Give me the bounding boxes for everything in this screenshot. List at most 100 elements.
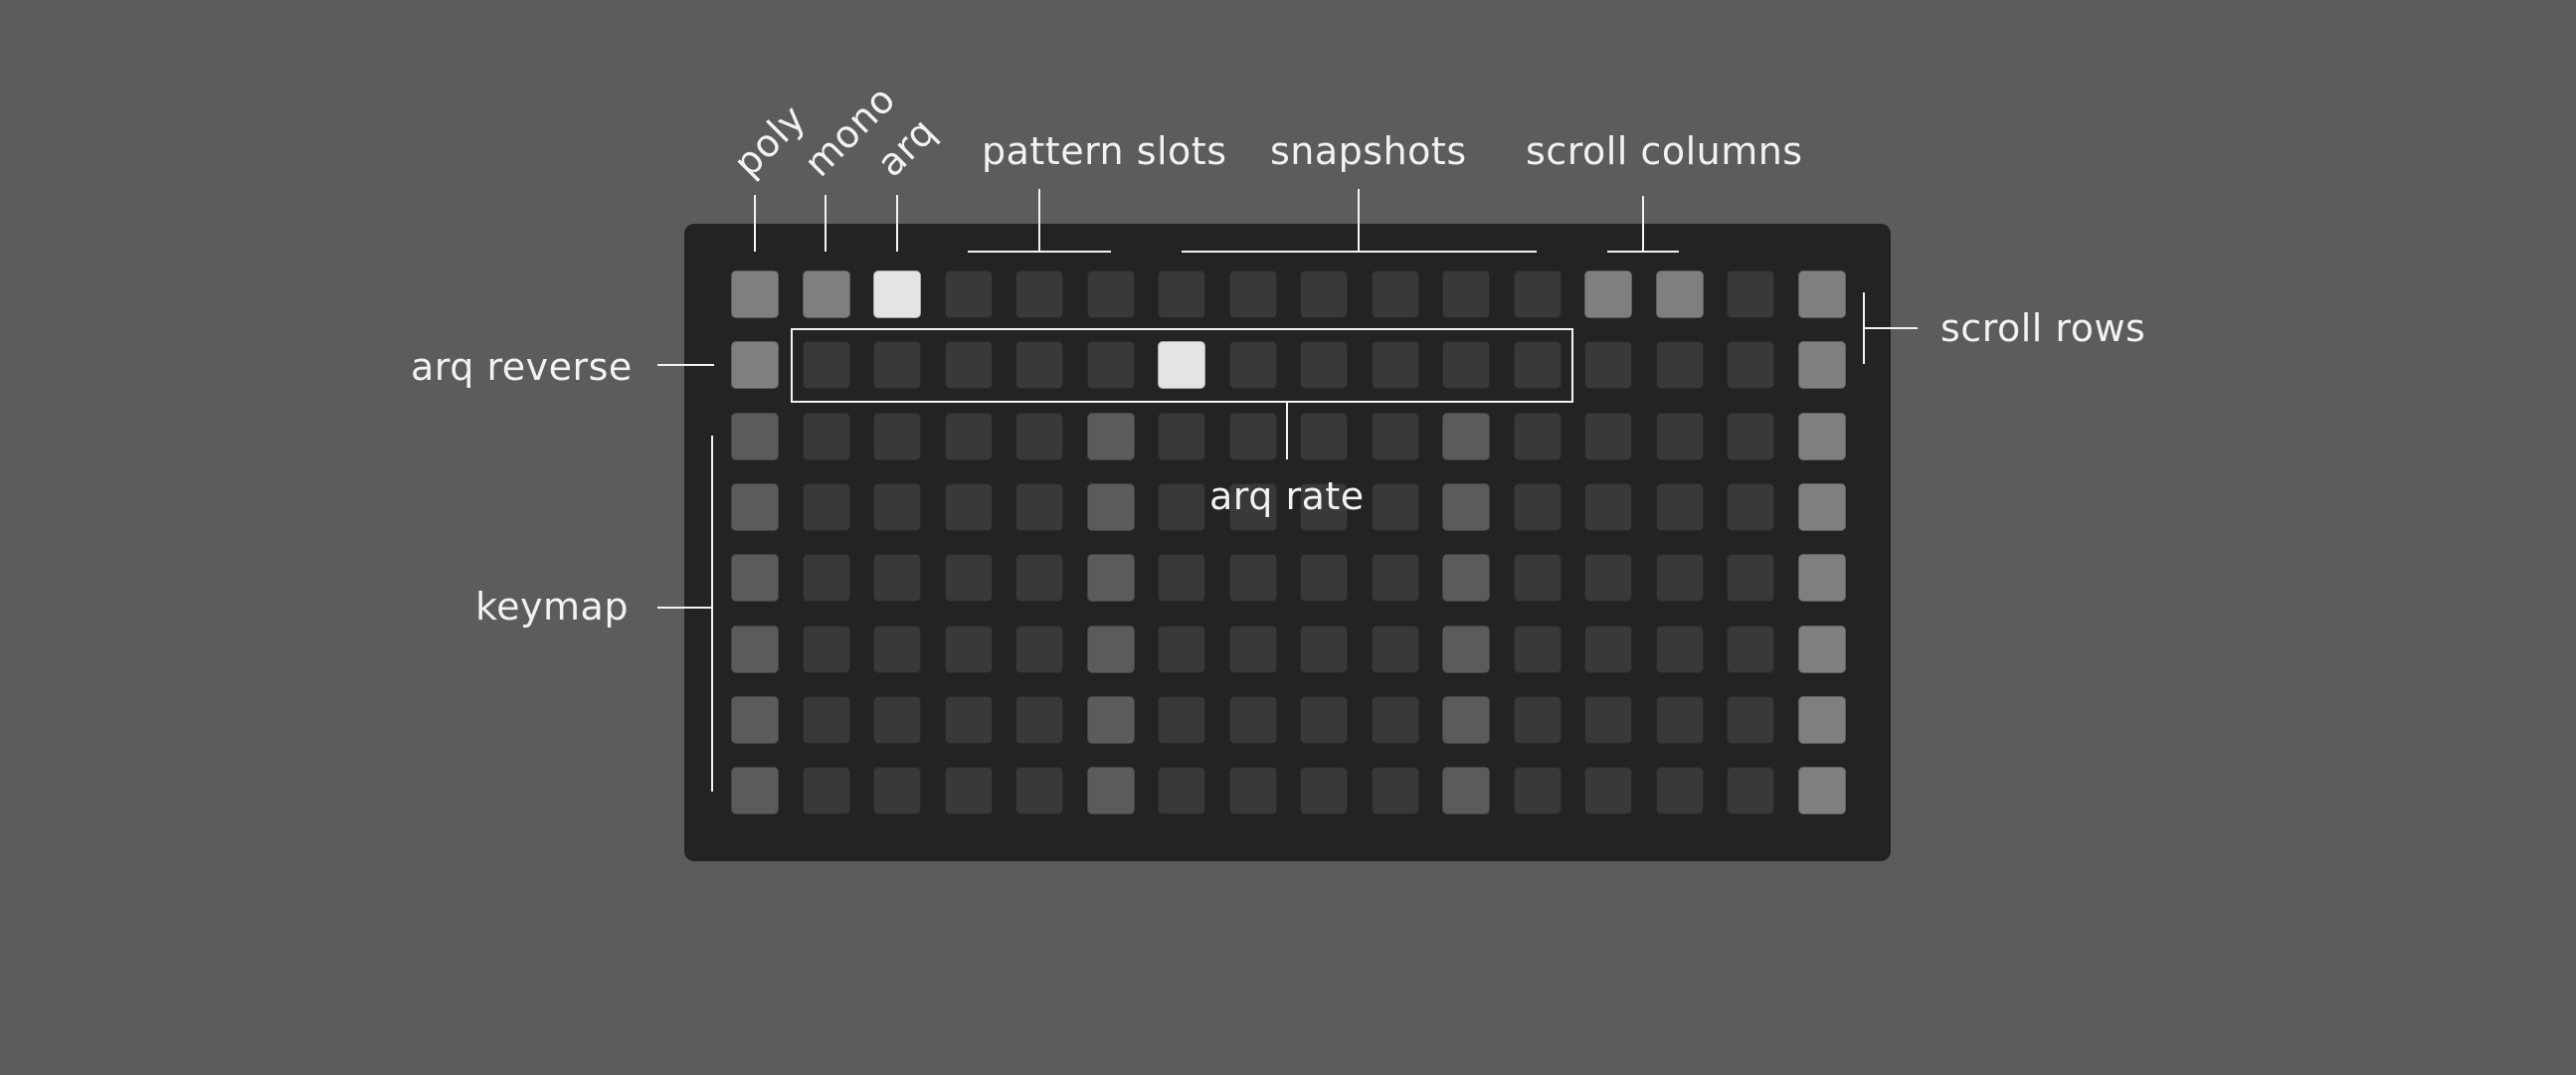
grid-pad-r6-c14[interactable] bbox=[1656, 626, 1704, 673]
grid-pad-r3-c11[interactable] bbox=[1442, 413, 1490, 460]
grid-pad-r6-c15[interactable] bbox=[1727, 626, 1774, 673]
grid-pad-r1-c1[interactable] bbox=[731, 270, 779, 318]
grid-pad-r6-c16[interactable] bbox=[1798, 626, 1846, 673]
grid-pad-r1-c16[interactable] bbox=[1798, 270, 1846, 318]
grid-pad-r8-c13[interactable] bbox=[1584, 767, 1632, 814]
grid-pad-r8-c4[interactable] bbox=[945, 767, 993, 814]
grid-pad-r3-c6[interactable] bbox=[1087, 413, 1135, 460]
grid-pad-r8-c10[interactable] bbox=[1372, 767, 1419, 814]
grid-pad-r8-c3[interactable] bbox=[873, 767, 921, 814]
grid-pad-r8-c12[interactable] bbox=[1514, 767, 1562, 814]
grid-pad-r4-c16[interactable] bbox=[1798, 483, 1846, 531]
grid-pad-r8-c6[interactable] bbox=[1087, 767, 1135, 814]
grid-pad-r3-c9[interactable] bbox=[1300, 413, 1348, 460]
grid-pad-r1-c7[interactable] bbox=[1158, 270, 1205, 318]
grid-pad-r7-c9[interactable] bbox=[1300, 696, 1348, 744]
grid-pad-r2-c12[interactable] bbox=[1514, 341, 1562, 389]
grid-pad-r5-c11[interactable] bbox=[1442, 554, 1490, 602]
grid-pad-r7-c16[interactable] bbox=[1798, 696, 1846, 744]
grid-pad-r5-c14[interactable] bbox=[1656, 554, 1704, 602]
grid-pad-r5-c12[interactable] bbox=[1514, 554, 1562, 602]
grid-pad-r7-c1[interactable] bbox=[731, 696, 779, 744]
grid-pad-r1-c5[interactable] bbox=[1015, 270, 1063, 318]
grid-pad-r5-c9[interactable] bbox=[1300, 554, 1348, 602]
grid-pad-r1-c11[interactable] bbox=[1442, 270, 1490, 318]
grid-pad-r5-c16[interactable] bbox=[1798, 554, 1846, 602]
grid-pad-r4-c2[interactable] bbox=[803, 483, 850, 531]
grid-pad-r7-c5[interactable] bbox=[1015, 696, 1063, 744]
grid-pad-r1-c3[interactable] bbox=[873, 270, 921, 318]
grid-pad-r1-c15[interactable] bbox=[1727, 270, 1774, 318]
grid-pad-r7-c8[interactable] bbox=[1229, 696, 1277, 744]
grid-pad-r3-c2[interactable] bbox=[803, 413, 850, 460]
grid-pad-r1-c12[interactable] bbox=[1514, 270, 1562, 318]
grid-pad-r6-c4[interactable] bbox=[945, 626, 993, 673]
grid-pad-r2-c1[interactable] bbox=[731, 341, 779, 389]
grid-pad-r4-c9[interactable] bbox=[1300, 483, 1348, 531]
grid-pad-r3-c7[interactable] bbox=[1158, 413, 1205, 460]
grid-pad-r3-c15[interactable] bbox=[1727, 413, 1774, 460]
grid-pad-r4-c3[interactable] bbox=[873, 483, 921, 531]
grid-pad-r7-c7[interactable] bbox=[1158, 696, 1205, 744]
grid-pad-r5-c5[interactable] bbox=[1015, 554, 1063, 602]
grid-pad-r5-c4[interactable] bbox=[945, 554, 993, 602]
grid-pad-r3-c12[interactable] bbox=[1514, 413, 1562, 460]
grid-pad-r4-c15[interactable] bbox=[1727, 483, 1774, 531]
grid-pad-r6-c5[interactable] bbox=[1015, 626, 1063, 673]
grid-pad-r6-c3[interactable] bbox=[873, 626, 921, 673]
grid-pad-r4-c6[interactable] bbox=[1087, 483, 1135, 531]
grid-pad-r3-c4[interactable] bbox=[945, 413, 993, 460]
grid-pad-r5-c10[interactable] bbox=[1372, 554, 1419, 602]
grid-pad-r1-c9[interactable] bbox=[1300, 270, 1348, 318]
grid-pad-r7-c6[interactable] bbox=[1087, 696, 1135, 744]
grid-pad-r2-c16[interactable] bbox=[1798, 341, 1846, 389]
grid-pad-r6-c12[interactable] bbox=[1514, 626, 1562, 673]
grid-pad-r8-c9[interactable] bbox=[1300, 767, 1348, 814]
grid-pad-r6-c11[interactable] bbox=[1442, 626, 1490, 673]
grid-pad-r8-c16[interactable] bbox=[1798, 767, 1846, 814]
grid-pad-r8-c14[interactable] bbox=[1656, 767, 1704, 814]
grid-pad-r4-c13[interactable] bbox=[1584, 483, 1632, 531]
grid-pad-r6-c9[interactable] bbox=[1300, 626, 1348, 673]
grid-pad-r8-c5[interactable] bbox=[1015, 767, 1063, 814]
grid-pad-r6-c1[interactable] bbox=[731, 626, 779, 673]
grid-pad-r1-c10[interactable] bbox=[1372, 270, 1419, 318]
grid-pad-r3-c16[interactable] bbox=[1798, 413, 1846, 460]
grid-pad-r4-c10[interactable] bbox=[1372, 483, 1419, 531]
grid-pad-r1-c8[interactable] bbox=[1229, 270, 1277, 318]
grid-pad-r5-c3[interactable] bbox=[873, 554, 921, 602]
grid-pad-r6-c8[interactable] bbox=[1229, 626, 1277, 673]
grid-pad-r8-c1[interactable] bbox=[731, 767, 779, 814]
grid-pad-r1-c2[interactable] bbox=[803, 270, 850, 318]
grid-pad-r7-c15[interactable] bbox=[1727, 696, 1774, 744]
grid-pad-r2-c6[interactable] bbox=[1087, 341, 1135, 389]
grid-pad-r5-c6[interactable] bbox=[1087, 554, 1135, 602]
grid-pad-r8-c7[interactable] bbox=[1158, 767, 1205, 814]
grid-pad-r5-c13[interactable] bbox=[1584, 554, 1632, 602]
grid-pad-r7-c2[interactable] bbox=[803, 696, 850, 744]
grid-pad-r6-c2[interactable] bbox=[803, 626, 850, 673]
grid-pad-r2-c14[interactable] bbox=[1656, 341, 1704, 389]
grid-pad-r1-c6[interactable] bbox=[1087, 270, 1135, 318]
grid-pad-r3-c1[interactable] bbox=[731, 413, 779, 460]
grid-pad-r6-c7[interactable] bbox=[1158, 626, 1205, 673]
grid-pad-r4-c12[interactable] bbox=[1514, 483, 1562, 531]
grid-pad-r3-c10[interactable] bbox=[1372, 413, 1419, 460]
grid-pad-r2-c9[interactable] bbox=[1300, 341, 1348, 389]
grid-pad-r2-c7[interactable] bbox=[1158, 341, 1205, 389]
grid-pad-r4-c11[interactable] bbox=[1442, 483, 1490, 531]
grid-pad-r2-c11[interactable] bbox=[1442, 341, 1490, 389]
grid-pad-r7-c13[interactable] bbox=[1584, 696, 1632, 744]
grid-pad-r3-c5[interactable] bbox=[1015, 413, 1063, 460]
grid-pad-r4-c7[interactable] bbox=[1158, 483, 1205, 531]
grid-pad-r2-c2[interactable] bbox=[803, 341, 850, 389]
grid-pad-r1-c14[interactable] bbox=[1656, 270, 1704, 318]
grid-pad-r5-c2[interactable] bbox=[803, 554, 850, 602]
grid-pad-r2-c4[interactable] bbox=[945, 341, 993, 389]
grid-pad-r2-c3[interactable] bbox=[873, 341, 921, 389]
grid-pad-r2-c13[interactable] bbox=[1584, 341, 1632, 389]
grid-pad-r8-c2[interactable] bbox=[803, 767, 850, 814]
grid-pad-r2-c8[interactable] bbox=[1229, 341, 1277, 389]
grid-pad-r8-c11[interactable] bbox=[1442, 767, 1490, 814]
grid-pad-r8-c15[interactable] bbox=[1727, 767, 1774, 814]
